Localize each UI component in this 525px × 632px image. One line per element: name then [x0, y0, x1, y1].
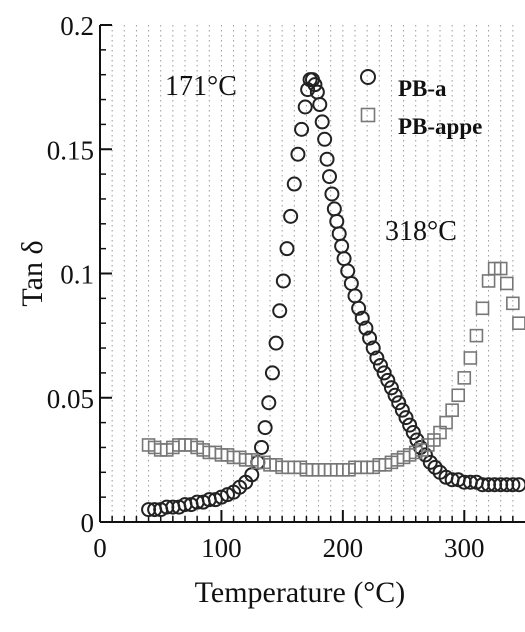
data-point-PB-a: [511, 477, 525, 493]
data-point-PB-a: [336, 251, 352, 267]
data-point-PB-a: [324, 186, 340, 202]
data-point-PB-appe: [457, 371, 472, 385]
data-point-PB-a: [319, 151, 335, 167]
x-tick-label: 100: [201, 533, 242, 563]
axis-labels: 0 100 200 300 0 0.05 0.1 0.15 0.2 Temperature (°C…: [16, 11, 485, 609]
data-point-PB-a: [387, 387, 403, 403]
peak-annotation: 318°C: [385, 216, 457, 247]
data-point-PB-a: [326, 201, 342, 217]
annotations: 171°C 318°C: [165, 71, 457, 247]
data-point-PB-a: [373, 357, 388, 373]
data-point-PB-a: [405, 425, 421, 441]
data-point-PB-a: [307, 77, 323, 93]
data-point-PB-a: [329, 213, 345, 229]
data-point-PB-appe: [499, 276, 514, 291]
data-point-PB-a: [322, 169, 337, 185]
data-point-PB-appe: [506, 296, 520, 311]
data-point-PB-appe: [463, 351, 478, 365]
legend-label: PB-appe: [398, 114, 482, 139]
data-point-PB-a: [317, 131, 333, 147]
data-point-PB-a: [343, 275, 359, 291]
legend: PB-a PB-appe: [360, 69, 482, 139]
y-tick-label: 0.15: [47, 135, 94, 165]
data-point-PB-appe: [451, 388, 466, 403]
data-point-PB-a: [376, 365, 392, 381]
x-tick-label: 300: [444, 533, 485, 563]
data-point-PB-appe: [512, 316, 525, 331]
data-point-PB-a: [362, 330, 378, 346]
data-point-PB-a: [283, 208, 299, 224]
data-point-PB-a: [505, 477, 521, 493]
data-point-PB-a: [351, 300, 367, 316]
y-tick-label: 0.05: [47, 384, 94, 414]
y-axis-title: Tan δ: [16, 240, 49, 306]
data-point-PB-a: [272, 303, 288, 319]
data-point-PB-a: [275, 273, 291, 289]
y-tick-label: 0.2: [60, 11, 94, 41]
data-point-PB-a: [314, 114, 330, 130]
x-axis-title: Temperature (°C): [195, 576, 406, 609]
data-point-PB-a: [279, 241, 295, 257]
data-point-PB-a: [394, 402, 410, 418]
data-point-PB-a: [268, 335, 284, 351]
data-point-PB-a: [264, 365, 280, 381]
data-point-PB-a: [290, 146, 306, 162]
data-point-PB-appe: [469, 328, 484, 343]
data-point-PB-a: [369, 350, 385, 366]
data-series: [141, 72, 525, 518]
data-point-PB-appe: [493, 261, 508, 276]
data-point-PB-a: [358, 320, 374, 336]
data-point-PB-a: [380, 372, 396, 388]
legend-label: PB-a: [398, 76, 447, 101]
x-tick-label: 0: [93, 533, 107, 563]
data-point-PB-a: [286, 176, 302, 192]
legend-marker-square: [360, 107, 376, 123]
data-point-PB-appe: [445, 403, 459, 417]
series-PB-a: [141, 72, 525, 518]
legend-marker-circle: [360, 69, 376, 85]
data-point-PB-appe: [475, 301, 490, 316]
peak-annotation: 171°C: [165, 71, 237, 102]
data-point-PB-a: [383, 380, 399, 396]
x-tick-label: 200: [323, 533, 364, 563]
data-point-PB-a: [254, 439, 269, 455]
data-point-PB-a: [365, 340, 381, 356]
data-point-PB-a: [398, 410, 414, 426]
data-point-PB-a: [427, 459, 443, 475]
data-point-PB-a: [312, 97, 328, 113]
data-point-PB-a: [261, 395, 277, 411]
data-point-PB-a: [422, 454, 438, 470]
data-point-PB-a: [297, 99, 313, 115]
data-point-PB-a: [334, 238, 350, 254]
axis-ticks: [99, 24, 514, 523]
data-point-PB-a: [354, 310, 370, 326]
data-point-PB-a: [294, 121, 310, 137]
y-tick-label: 0.1: [60, 260, 94, 290]
data-point-PB-a: [331, 226, 347, 242]
data-point-PB-a: [257, 420, 273, 436]
series-PB-appe: [141, 261, 525, 477]
plot-frame: [99, 25, 525, 523]
data-point-PB-a: [402, 417, 418, 433]
data-point-PB-a: [417, 447, 433, 463]
y-tick-label: 0: [81, 508, 95, 538]
data-point-PB-a: [391, 395, 407, 411]
